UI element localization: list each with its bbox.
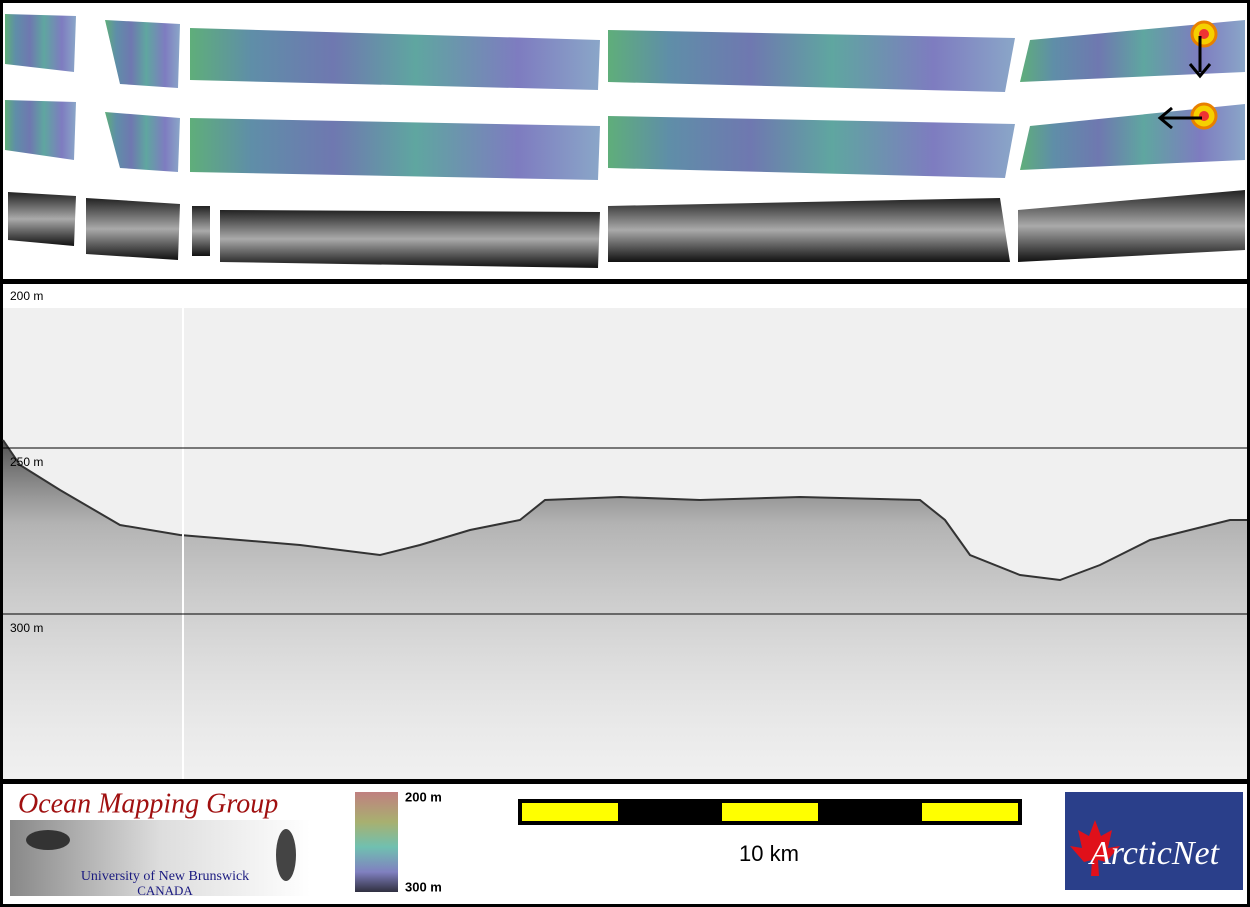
scale-segment xyxy=(522,803,618,821)
depth-label: 200 m xyxy=(10,289,43,303)
profile-header xyxy=(3,284,1247,308)
arcticnet-title: ArcticNet xyxy=(1088,835,1221,872)
scale-label: 10 km xyxy=(739,841,799,866)
illumination-icons xyxy=(1157,20,1218,130)
colorbar xyxy=(355,792,398,892)
logo-institution: University of New Brunswick xyxy=(81,869,249,884)
logo-shape xyxy=(276,829,296,881)
logo-shape xyxy=(26,830,70,850)
subbottom-reflector xyxy=(3,440,1247,779)
depth-label: 250 m xyxy=(10,455,43,469)
colorbar-label: 200 m xyxy=(405,789,442,804)
bathymetry-strips xyxy=(5,14,1245,180)
logo-country: CANADA xyxy=(137,883,193,898)
scale-segment xyxy=(722,803,818,821)
logo-title: Ocean Mapping Group xyxy=(18,788,278,819)
maple-leaf xyxy=(1070,820,1120,876)
colorbar-label: 300 m xyxy=(405,879,442,894)
sidescan-strip xyxy=(8,190,1245,268)
scale-segment xyxy=(922,803,1018,821)
seafloor-line xyxy=(2,439,1247,582)
depth-label: 300 m xyxy=(10,621,43,635)
